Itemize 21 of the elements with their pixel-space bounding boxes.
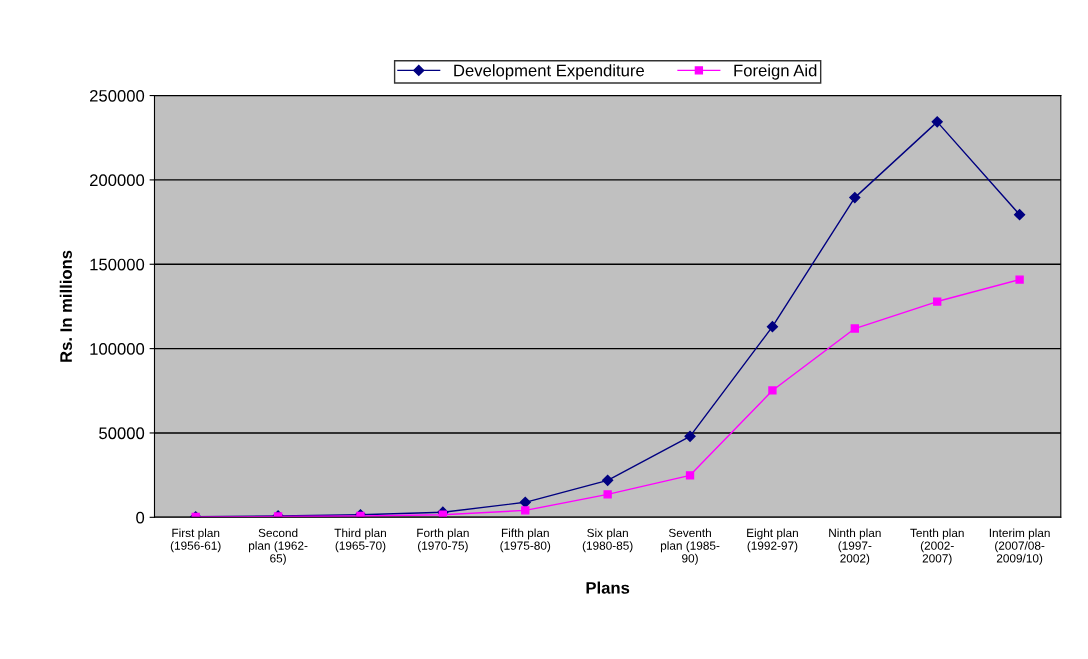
- x-tick-label: Ninth plan (1997- 2002): [829, 528, 881, 565]
- x-tick-label: Interim plan (2007/08- 2009/10): [989, 528, 1050, 565]
- legend-label: Development Expenditure: [454, 64, 644, 80]
- y-axis-title: Rs. In millions: [59, 250, 72, 362]
- x-tick-label: Seventh plan (1985- 90): [660, 528, 720, 565]
- y-tick-label: 200000: [90, 174, 145, 187]
- y-tick-label: 100000: [90, 343, 145, 355]
- legend-label: Foreign Aid: [734, 64, 817, 80]
- x-axis-title: Plans: [586, 581, 630, 594]
- y-tick-label: 50000: [99, 427, 145, 440]
- x-tick-label: Third plan (1965-70): [334, 528, 386, 553]
- x-tick-label: First plan (1956-61): [170, 528, 221, 553]
- y-tick-label: 250000: [90, 89, 145, 102]
- y-tick-label: 150000: [90, 258, 145, 271]
- x-tick-label: Eight plan (1992-97): [747, 528, 798, 553]
- x-tick-label: Fifth plan (1975-80): [500, 528, 551, 553]
- x-tick-label: Six plan (1980-85): [582, 528, 633, 553]
- x-tick-label: Second plan (1962- 65): [248, 528, 308, 565]
- x-tick-label: Tenth plan (2002- 2007): [910, 528, 964, 565]
- x-tick-label: Forth plan (1970-75): [417, 528, 469, 553]
- y-tick-label: 0: [136, 511, 145, 524]
